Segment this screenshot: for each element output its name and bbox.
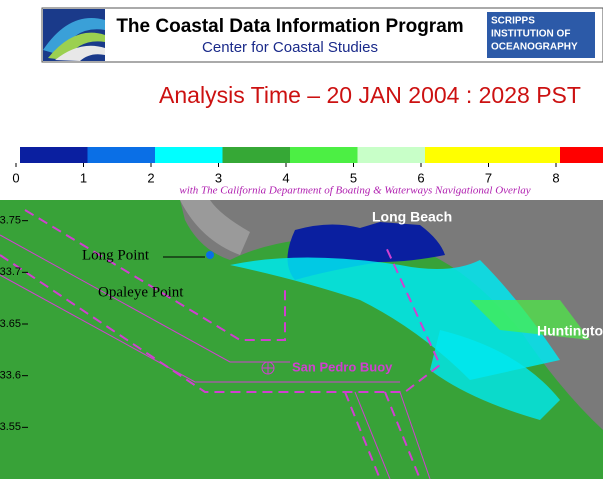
- lat-tick-label: 33.65: [0, 318, 21, 330]
- logo-text: SCRIPPS: [491, 16, 535, 27]
- lat-tick-label: 33.55: [0, 421, 21, 433]
- place-label: Long Point: [82, 247, 150, 263]
- colorbar-segment: [222, 147, 290, 163]
- banner-title: The Coastal Data Information Program: [116, 16, 463, 37]
- scripps-logo: [487, 12, 595, 58]
- banner-subtitle: Center for Coastal Studies: [202, 39, 378, 56]
- colorbar-segment: [155, 147, 223, 163]
- colorbar-segment: [492, 147, 560, 163]
- place-label: Opaleye Point: [98, 284, 184, 300]
- colorbar-tick-label: 4: [282, 170, 289, 185]
- place-label: Long Beach: [372, 209, 452, 225]
- colorbar-tick-label: 7: [485, 170, 492, 185]
- colorbar-segment: [20, 147, 88, 163]
- analysis-time: Analysis Time – 20 JAN 2004 : 2028 PST: [159, 82, 581, 108]
- colorbar-tick-label: 3: [215, 170, 222, 185]
- place-label: Huntington: [537, 323, 603, 339]
- colorbar-segment: [560, 147, 603, 163]
- colorbar-tick-label: 0: [12, 170, 19, 185]
- lat-tick-label: 33.7: [0, 266, 21, 278]
- colorbar-tick-label: 5: [350, 170, 357, 185]
- buoy-label: San Pedro Buoy: [292, 359, 393, 374]
- colorbar-segment: [290, 147, 358, 163]
- colorbar-tick-label: 6: [417, 170, 424, 185]
- colorbar-tick-label: 2: [147, 170, 154, 185]
- wave-logo: [43, 9, 105, 61]
- colorbar-segment: [357, 147, 425, 163]
- overlay-caption: with The California Department of Boatin…: [179, 185, 530, 197]
- map: Long Beach Huntington Long Point Opaleye…: [0, 200, 603, 479]
- logo-text: OCEANOGRAPHY: [491, 42, 578, 53]
- lat-tick-label: 33.6: [0, 370, 21, 382]
- colorbar-segment: [425, 147, 493, 163]
- colorbar-tick-label: 1: [80, 170, 87, 185]
- colorbar-tick-label: 8: [552, 170, 559, 185]
- lat-tick-label: 33.75: [0, 215, 21, 227]
- logo-text: INSTITUTION OF: [491, 29, 570, 40]
- colorbar-segment: [87, 147, 155, 163]
